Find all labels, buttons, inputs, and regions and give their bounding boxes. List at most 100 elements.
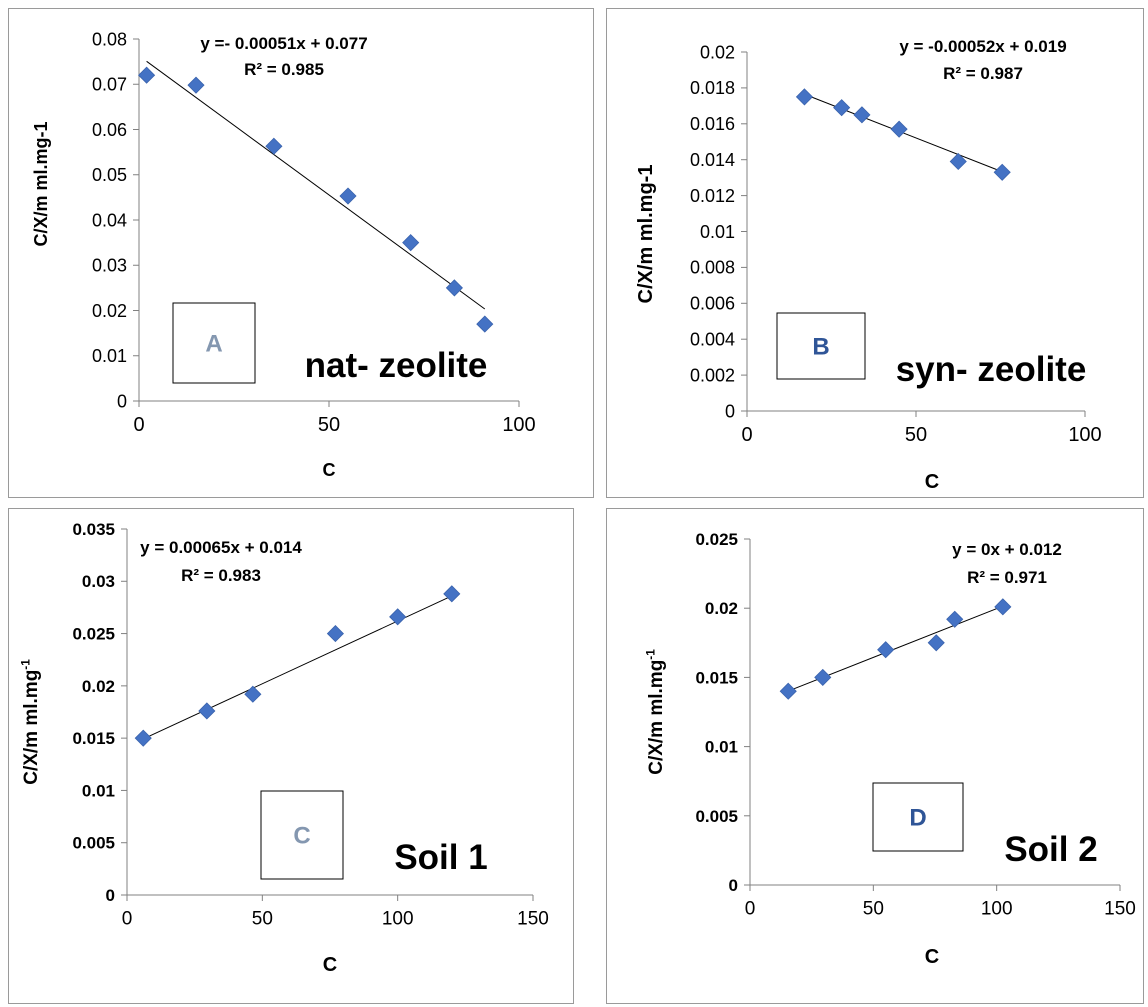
y-ticks: 0 0.01 0.02 0.03 0.04 0.05 0.06 0.07 0.08 [92,29,139,411]
data-point [339,187,357,205]
y-axis-title: C/X/m ml.mg-1 [31,121,51,246]
data-point [779,682,797,700]
chart-b-svg: 0 0.002 0.004 0.006 0.008 0.01 0.012 0.014 0.016… [635,37,1102,493]
data-point [853,106,871,124]
sample-label: Soil 2 [1004,830,1097,869]
x-ticks: 0 50 100 [133,401,536,436]
chart-panel-c: 0 0.005 0.01 0.015 0.02 0.025 0.03 0.035 0 50 100… [8,508,574,1004]
data-point [476,315,494,333]
data-point [927,634,945,652]
y-axis-title-superscript: -1 [644,649,657,660]
y-tick-label: 0.005 [695,807,738,826]
y-tick-label: 0 [729,876,738,895]
x-ticks: 0 50 100 150 [122,895,549,929]
y-tick-label: 0.01 [92,346,127,366]
x-ticks: 0 50 100 [741,411,1102,446]
equation-label: y = 0.00065x + 0.014 [140,538,302,557]
chart-panel-b: 0 0.002 0.004 0.006 0.008 0.01 0.012 0.014 0.016… [606,8,1144,498]
y-tick-label: 0.02 [92,301,127,321]
chart-a-svg: 0 0.01 0.02 0.03 0.04 0.05 0.06 0.07 0.08 0 50 100… [31,29,536,480]
data-point [244,685,262,703]
panel-letter: A [205,331,222,358]
data-point [949,152,967,171]
y-axis-title-main: C/X/m ml.mg-1 [31,121,51,246]
y-axis-title-main: C/X/m ml.mg-1 [635,165,657,304]
data-point [877,641,895,659]
y-tick-label: 0.008 [690,258,735,278]
y-axis-title-main: C/X/m ml.mg [646,660,667,775]
y-tick-label: 0.012 [690,186,735,206]
y-ticks: 0 0.005 0.01 0.015 0.02 0.025 [695,530,750,895]
markers [134,585,461,747]
y-tick-label: 0.01 [700,222,735,242]
sample-label: syn- zeolite [896,350,1087,389]
y-axis-title: C/X/m ml.mg-1 [19,659,42,785]
data-point [402,234,420,252]
x-ticks: 0 50 100 150 [745,885,1136,919]
panel-letter: B [812,334,829,361]
y-tick-label: 0.05 [92,165,127,185]
x-tick-label: 50 [863,898,884,919]
y-tick-label: 0.02 [705,599,738,618]
y-tick-label: 0.014 [690,150,735,170]
panel-letter-box [260,790,344,880]
x-tick-label: 0 [745,898,756,919]
sample-label: Soil 1 [394,838,487,877]
equation-label: y = -0.00052x + 0.019 [899,37,1066,56]
data-point [993,163,1011,181]
y-tick-label: 0.04 [92,210,127,230]
markers [795,88,1011,181]
y-tick-label: 0.025 [72,625,115,644]
y-tick-label: 0.016 [690,114,735,134]
y-axis-title-superscript: -1 [19,659,32,670]
data-point [814,668,832,686]
y-tick-label: 0.07 [92,75,127,95]
data-point [265,137,283,155]
data-point [946,610,964,628]
y-tick-label: 0.08 [92,29,127,49]
x-axis-title: C [925,471,939,493]
x-tick-label: 100 [1068,424,1101,446]
data-point [138,66,156,84]
data-point [187,76,205,94]
x-tick-label: 100 [981,898,1013,919]
x-tick-label: 50 [318,414,340,436]
y-tick-label: 0.005 [72,834,115,853]
x-tick-label: 150 [1104,898,1136,919]
y-tick-label: 0.01 [82,781,115,800]
x-axis-title: C [323,460,336,480]
x-axis-title: C [925,946,939,968]
chart-c-svg: 0 0.005 0.01 0.015 0.02 0.025 0.03 0.035 0 50 100… [19,520,549,976]
y-tick-label: 0.01 [705,738,738,757]
x-tick-label: 50 [905,424,927,446]
panel-letter-box [172,302,256,384]
y-ticks: 0 0.005 0.01 0.015 0.02 0.025 0.03 0.035 [72,520,127,905]
y-axis-title: C/X/m ml.mg-1 [644,649,667,775]
panel-letter-box [872,782,964,852]
x-tick-label: 150 [517,908,549,929]
y-ticks: 0 0.002 0.004 0.006 0.008 0.01 0.012 0.014 0.016… [690,42,747,421]
data-point [445,279,463,297]
y-tick-label: 0.018 [690,78,735,98]
r-squared-label: R² = 0.983 [181,566,261,585]
panel-letter: C [293,823,310,850]
data-point [326,625,344,643]
y-tick-label: 0.06 [92,120,127,140]
y-tick-label: 0 [106,886,115,905]
y-tick-label: 0.015 [72,729,115,748]
y-tick-label: 0.006 [690,294,735,314]
data-point [994,598,1012,616]
y-tick-label: 0 [117,391,127,411]
y-tick-label: 0.02 [700,42,735,62]
x-tick-label: 100 [502,414,535,436]
chart-d-svg: 0 0.005 0.01 0.015 0.02 0.025 0 50 100 150 y = 0… [644,530,1136,968]
y-tick-label: 0.035 [72,520,115,539]
data-point [134,729,152,747]
x-tick-label: 0 [741,424,752,446]
r-squared-label: R² = 0.971 [967,568,1047,587]
markers [138,66,494,333]
x-tick-label: 50 [252,908,273,929]
panel-letter-box [776,312,866,380]
data-point [198,702,216,720]
r-squared-label: R² = 0.985 [244,60,324,79]
